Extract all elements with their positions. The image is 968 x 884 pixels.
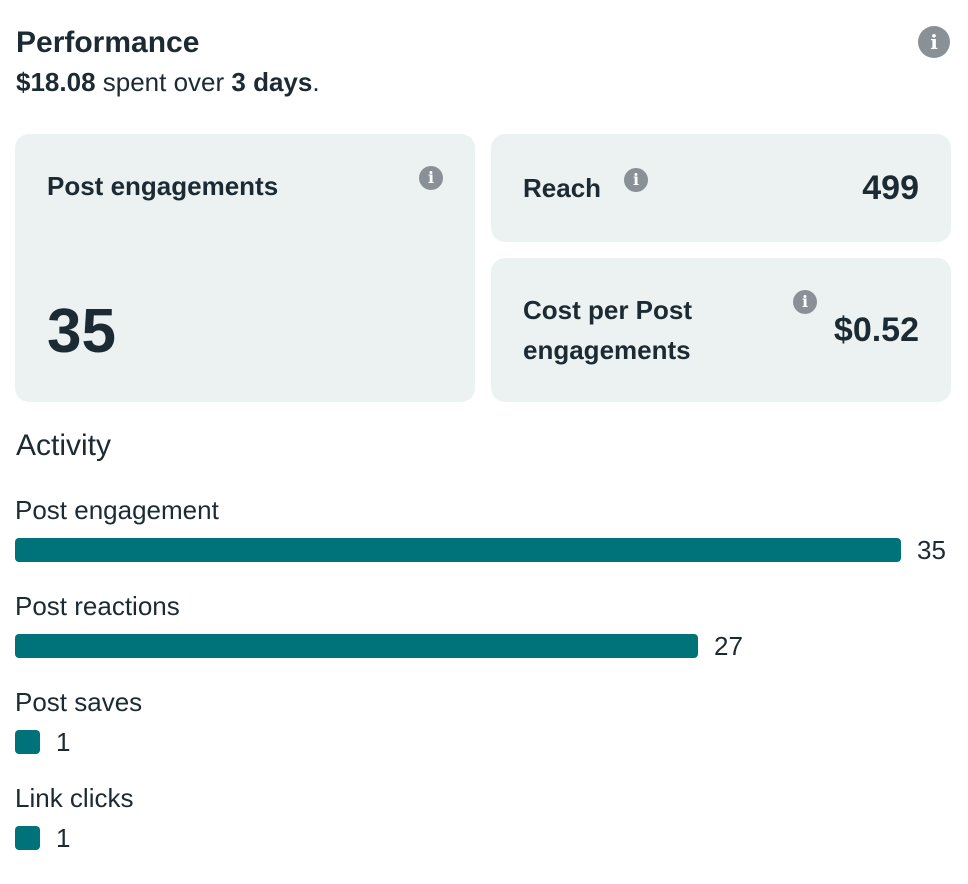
activity-count: 27: [714, 631, 743, 661]
activity-label: Post saves: [15, 687, 143, 717]
info-icon[interactable]: i: [918, 26, 950, 58]
activity-label: Link clicks: [15, 783, 134, 813]
post-engagements-label: Post engagements: [47, 171, 279, 201]
spend-amount: $18.08: [16, 67, 96, 97]
activity-label: Post engagement: [15, 495, 219, 525]
reach-value: 499: [862, 169, 919, 207]
spend-summary-text: spent over: [95, 67, 232, 97]
info-icon[interactable]: i: [419, 166, 443, 190]
activity-count: 35: [917, 535, 946, 565]
post-engagements-card: Post engagements i 35: [15, 134, 475, 402]
cost-per-engagement-card: Cost per Post engagements i $0.52: [491, 258, 951, 402]
info-icon[interactable]: i: [793, 290, 817, 314]
activity-label: Post reactions: [15, 591, 180, 621]
spend-summary-end: .: [312, 67, 320, 97]
page-title: Performance: [16, 26, 200, 59]
spend-summary: $18.08 spent over 3 days.: [16, 64, 320, 100]
cost-per-engagement-value: $0.52: [833, 311, 919, 349]
cost-per-engagement-label: Cost per Post engagements: [523, 295, 693, 365]
activity-bar: [15, 730, 40, 754]
activity-bar: [15, 538, 901, 562]
post-engagements-value: 35: [47, 297, 116, 366]
info-icon[interactable]: i: [624, 168, 648, 192]
activity-count: 1: [56, 727, 71, 757]
activity-title: Activity: [16, 429, 112, 462]
activity-bar: [15, 826, 40, 850]
reach-label: Reach: [523, 173, 602, 203]
activity-bar: [15, 634, 698, 658]
spend-duration: 3 days: [231, 67, 313, 97]
activity-count: 1: [56, 823, 71, 853]
reach-card: Reach i 499: [491, 134, 951, 242]
